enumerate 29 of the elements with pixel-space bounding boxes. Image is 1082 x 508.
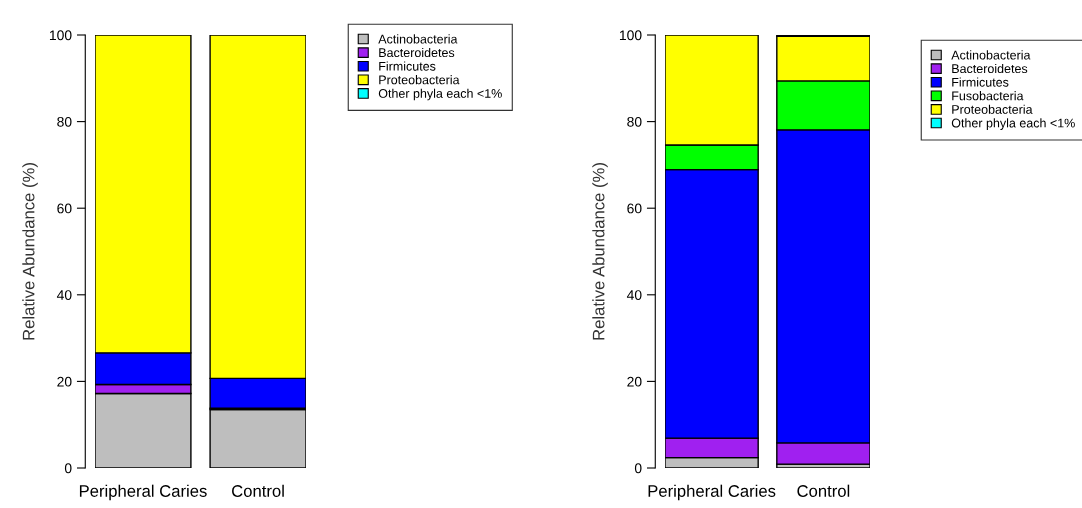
y-tick-label: 0: [64, 463, 72, 474]
y-tick-label: 60: [57, 203, 72, 214]
legend-label: Bacteroidetes: [379, 47, 455, 58]
legend-label: Actinobacteria: [378, 34, 458, 44]
y-tick-label: 60: [627, 203, 642, 214]
legend-label: Firmicutes: [952, 77, 1009, 87]
legend-label: Proteobacteria: [952, 104, 1033, 114]
legend-label: Fusobacteria: [952, 91, 1024, 101]
y-axis-title: Relative Abundance (%): [22, 163, 38, 340]
legend-label: Actinobacteria: [951, 50, 1031, 60]
y-tick-label: 40: [56, 290, 72, 300]
x-tick-label: Peripheral Caries: [79, 484, 207, 501]
y-tick-label: 40: [626, 290, 642, 300]
y-tick-label: 0: [634, 463, 642, 474]
legend-label: Proteobacteria: [379, 75, 460, 85]
legend-label: Other phyla each <1%: [378, 88, 502, 101]
y-axis-title: Relative Abundance (%): [592, 163, 608, 340]
y-tick-label: 100: [619, 30, 642, 41]
y-tick-label: 20: [627, 376, 642, 387]
legend-label: Bacteroidetes: [952, 63, 1028, 74]
legend-label: Firmicutes: [379, 61, 436, 71]
y-tick-label: 80: [57, 116, 72, 127]
x-tick-label: Control: [232, 484, 284, 497]
y-tick-label: 20: [57, 376, 72, 387]
y-tick-label: 100: [49, 30, 72, 41]
x-tick-label: Peripheral Caries: [648, 484, 776, 501]
y-tick-label: 80: [627, 116, 642, 127]
x-tick-label: Control: [797, 484, 850, 497]
legend-label: Other phyla each <1%: [951, 118, 1075, 130]
